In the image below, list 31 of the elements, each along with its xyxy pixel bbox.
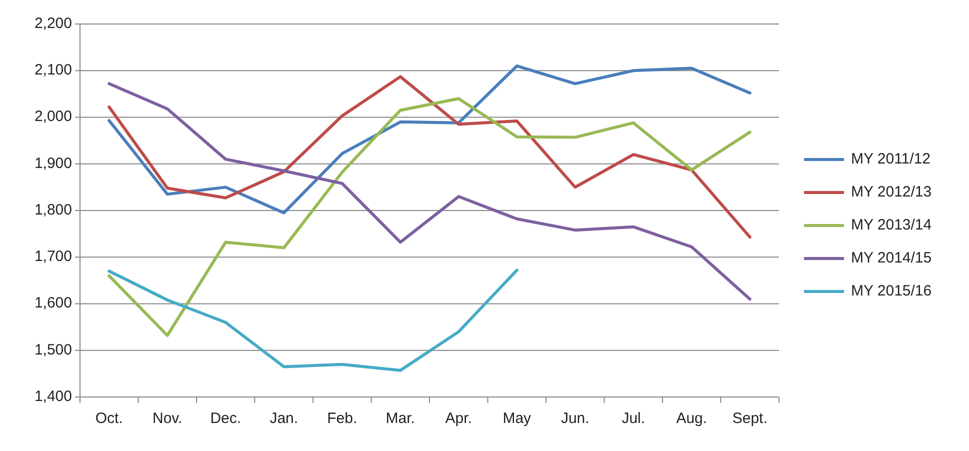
legend-label: MY 2012/13: [851, 183, 932, 200]
legend-label: MY 2011/12: [851, 150, 931, 168]
x-tick-label: Nov.: [152, 410, 182, 427]
x-tick-label: Feb.: [327, 410, 358, 427]
y-tick-label: 1,500: [34, 341, 72, 358]
x-tick-label: May: [502, 410, 532, 427]
x-tick-label: Jun.: [560, 410, 590, 427]
line-series: [108, 268, 518, 372]
x-tick-label: Jul.: [622, 410, 646, 427]
y-tick-label: 2,200: [34, 14, 72, 32]
legend-label: MY 2014/15: [851, 249, 932, 266]
y-tick-label: 1,600: [34, 294, 72, 312]
legend-label: MY 2013/14: [851, 216, 932, 234]
x-tick-label: Dec.: [210, 410, 242, 427]
line-series: [108, 75, 752, 239]
x-tick-label: Oct.: [95, 410, 123, 427]
y-tick-label: 2,100: [34, 62, 72, 79]
y-tick-label: 2,000: [34, 108, 72, 126]
y-tick-label: 1,400: [34, 388, 72, 405]
y-tick-label: 1,900: [34, 154, 72, 172]
legend-label: MY 2015/16: [851, 282, 932, 300]
x-tick-label: Mar.: [386, 410, 415, 427]
x-tick-label: Apr.: [445, 410, 472, 427]
x-tick-label: Aug.: [676, 410, 708, 427]
x-tick-label: Sept.: [732, 410, 768, 427]
line-series: [108, 82, 752, 301]
line-series: [108, 97, 752, 337]
y-tick-label: 1,700: [34, 248, 72, 266]
x-tick-label: Jan.: [270, 410, 298, 427]
line-series: [108, 64, 752, 214]
y-tick-label: 1,800: [34, 201, 72, 218]
